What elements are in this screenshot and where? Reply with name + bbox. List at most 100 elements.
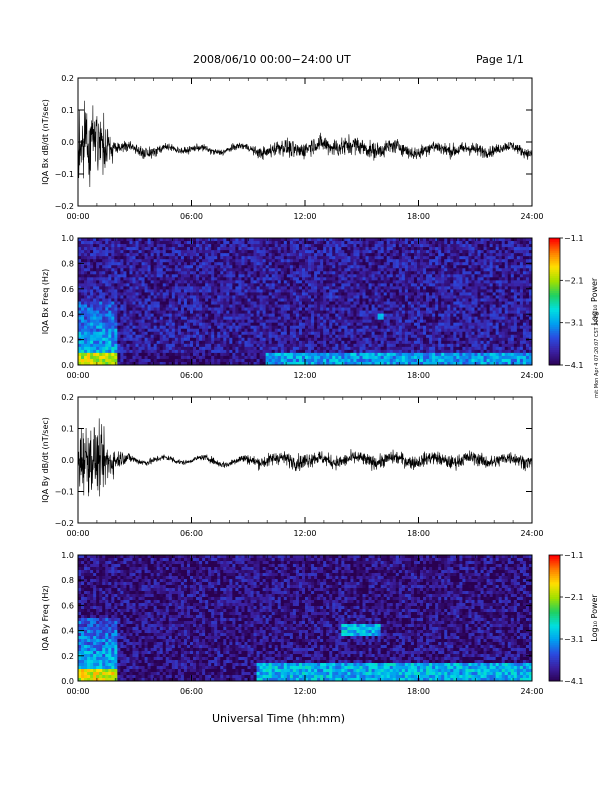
heatmap-cell: [123, 238, 127, 242]
heatmap-cell: [277, 313, 282, 318]
heatmap-cell: [180, 337, 185, 342]
heatmap-cell: [226, 289, 230, 293]
heatmap-cell: [398, 256, 403, 260]
heatmap-cell: [265, 268, 270, 272]
heatmap-cell: [301, 313, 306, 318]
heatmap-cell: [356, 283, 360, 287]
heatmap-cell: [87, 346, 91, 351]
heatmap-cell: [323, 283, 327, 287]
heatmap-cell: [220, 349, 224, 354]
heatmap-cell: [147, 295, 152, 299]
heatmap-cell: [229, 250, 233, 254]
heatmap-cell: [404, 307, 409, 311]
heatmap-cell: [220, 238, 224, 242]
heatmap-cell: [311, 325, 315, 330]
heatmap-cell: [81, 244, 85, 248]
heatmap-cell: [138, 256, 142, 260]
heatmap-cell: [132, 337, 136, 342]
heatmap-cell: [196, 340, 200, 345]
heatmap-cell: [217, 310, 221, 314]
heatmap-cell: [174, 256, 179, 260]
heatmap-cell: [214, 316, 218, 321]
heatmap-cell: [117, 352, 121, 357]
heatmap-cell: [162, 259, 167, 263]
heatmap-cell: [150, 241, 155, 245]
heatmap-cell: [344, 331, 348, 336]
heatmap-cell: [147, 268, 152, 272]
heatmap-cell: [150, 256, 155, 260]
heatmap-cell: [423, 271, 427, 275]
heatmap-cell: [214, 241, 218, 245]
heatmap-cell: [93, 304, 97, 308]
heatmap-cell: [111, 355, 115, 360]
heatmap-cell: [380, 256, 385, 260]
heatmap-cell: [383, 265, 388, 269]
heatmap-cell: [423, 247, 427, 251]
heatmap-cell: [99, 319, 103, 324]
heatmap-cell: [171, 358, 176, 363]
heatmap-cell: [141, 247, 145, 251]
heatmap-cell: [262, 301, 267, 305]
heatmap-cell: [308, 295, 312, 299]
heatmap-cell: [114, 355, 118, 360]
heatmap-cell: [241, 361, 245, 366]
heatmap-cell: [413, 352, 418, 357]
heatmap-cell: [338, 349, 342, 354]
heatmap-cell: [205, 355, 209, 360]
heatmap-cell: [171, 319, 176, 324]
heatmap-cell: [410, 286, 415, 290]
heatmap-cell: [223, 319, 227, 324]
heatmap-cell: [271, 292, 276, 296]
heatmap-cell: [314, 241, 318, 245]
heatmap-cell: [398, 322, 403, 327]
heatmap-cell: [81, 292, 85, 296]
heatmap-cell: [253, 262, 257, 266]
heatmap-cell: [114, 262, 118, 266]
heatmap-cell: [165, 253, 170, 257]
heatmap-cell: [174, 253, 179, 257]
heatmap-cell: [350, 274, 354, 278]
heatmap-cell: [199, 238, 203, 242]
heatmap-cell: [268, 289, 273, 293]
heatmap-cell: [144, 253, 149, 257]
heatmap-cell: [171, 244, 176, 248]
heatmap-cell: [126, 337, 130, 342]
heatmap-cell: [359, 280, 363, 284]
heatmap-cell: [126, 355, 130, 360]
heatmap-cell: [84, 256, 88, 260]
heatmap-cell: [383, 358, 388, 363]
heatmap-cell: [401, 253, 406, 257]
heatmap-cell: [268, 283, 273, 287]
heatmap-cell: [377, 352, 382, 357]
heatmap-cell: [308, 298, 312, 302]
heatmap-cell: [326, 334, 330, 339]
heatmap-cell: [226, 262, 230, 266]
heatmap-cell: [407, 262, 412, 266]
heatmap-cell: [280, 349, 285, 354]
heatmap-cell: [286, 295, 291, 299]
heatmap-cell: [274, 241, 279, 245]
heatmap-cell: [416, 274, 421, 278]
heatmap-cell: [174, 343, 179, 348]
heatmap-cell: [404, 349, 409, 354]
heatmap-cell: [223, 346, 227, 351]
heatmap-cell: [295, 271, 300, 275]
heatmap-cell: [244, 274, 248, 278]
heatmap-cell: [102, 244, 106, 248]
heatmap-cell: [99, 253, 103, 257]
heatmap-cell: [392, 271, 397, 275]
heatmap-cell: [144, 301, 149, 305]
heatmap-cell: [347, 325, 351, 330]
heatmap-cell: [371, 310, 376, 314]
heatmap-cell: [262, 289, 267, 293]
heatmap-cell: [223, 253, 227, 257]
heatmap-cell: [217, 319, 221, 324]
heatmap-cell: [189, 352, 194, 357]
heatmap-cell: [295, 355, 300, 360]
heatmap-cell: [138, 280, 142, 284]
heatmap-cell: [416, 262, 421, 266]
heatmap-cell: [332, 241, 336, 245]
heatmap-cell: [90, 298, 94, 302]
heatmap-cell: [423, 316, 427, 321]
heatmap-cell: [407, 244, 412, 248]
